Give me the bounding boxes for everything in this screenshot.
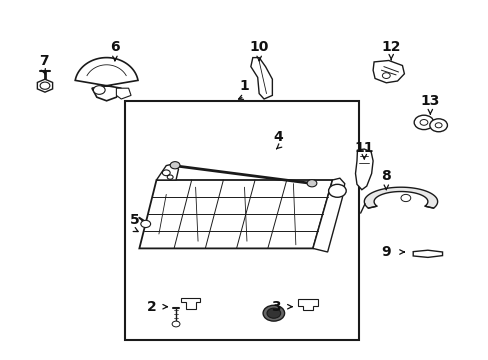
- Text: 4: 4: [273, 130, 283, 144]
- Text: 12: 12: [381, 40, 400, 54]
- Text: 1: 1: [239, 80, 249, 93]
- Circle shape: [400, 194, 410, 202]
- Circle shape: [413, 115, 433, 130]
- Text: 11: 11: [354, 141, 373, 154]
- Text: 8: 8: [381, 170, 390, 183]
- Circle shape: [429, 119, 447, 132]
- Circle shape: [141, 220, 150, 228]
- Bar: [124, 101, 359, 340]
- Polygon shape: [312, 178, 344, 252]
- Polygon shape: [250, 58, 272, 99]
- Circle shape: [263, 305, 284, 321]
- Circle shape: [170, 162, 180, 169]
- Text: 6: 6: [110, 40, 120, 54]
- Polygon shape: [116, 88, 131, 99]
- Polygon shape: [181, 298, 200, 309]
- Polygon shape: [75, 58, 138, 101]
- Circle shape: [40, 82, 50, 89]
- Polygon shape: [364, 187, 437, 208]
- Text: 2: 2: [146, 300, 156, 314]
- Text: 9: 9: [381, 245, 390, 259]
- Polygon shape: [355, 149, 372, 190]
- Text: 7: 7: [39, 54, 49, 68]
- Circle shape: [266, 308, 280, 318]
- Circle shape: [328, 184, 346, 197]
- Polygon shape: [298, 299, 317, 310]
- Polygon shape: [412, 250, 442, 257]
- Text: 10: 10: [249, 40, 268, 54]
- Circle shape: [93, 86, 105, 94]
- Polygon shape: [139, 180, 332, 248]
- Circle shape: [172, 321, 180, 327]
- Text: 5: 5: [129, 213, 139, 226]
- Circle shape: [306, 180, 316, 187]
- Text: 13: 13: [420, 94, 439, 108]
- Polygon shape: [37, 79, 53, 92]
- Polygon shape: [156, 164, 178, 180]
- Polygon shape: [372, 60, 404, 83]
- Text: 3: 3: [271, 300, 281, 314]
